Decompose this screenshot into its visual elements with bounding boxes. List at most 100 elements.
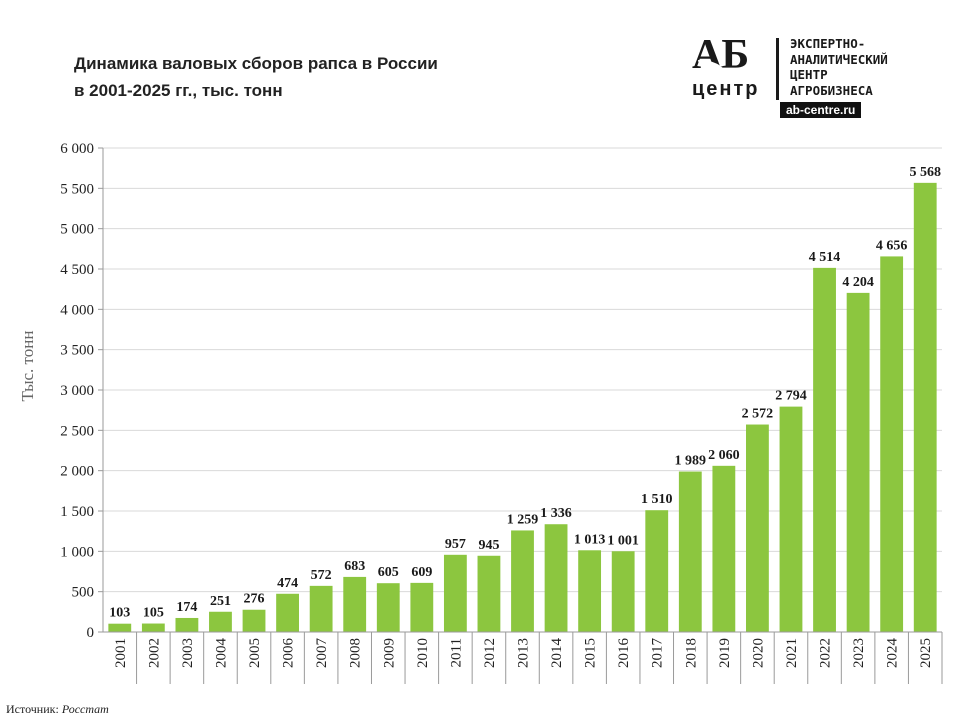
value-label-2009: 605 xyxy=(378,565,399,580)
logo-org-name: ЭКСПЕРТНО- АНАЛИТИЧЕСКИЙ ЦЕНТР АГРОБИЗНЕ… xyxy=(790,36,888,98)
bar-2006 xyxy=(276,593,299,632)
value-label-2020: 2 572 xyxy=(742,407,774,422)
ab-centr-logo: АБ центр ЭКСПЕРТНО- АНАЛИТИЧЕСКИЙ ЦЕНТР … xyxy=(690,34,940,124)
x-tick-label-2019: 2019 xyxy=(717,638,733,668)
bar-2013 xyxy=(511,530,534,632)
source-name: Росстат xyxy=(61,702,109,716)
y-tick-label: 500 xyxy=(72,585,95,601)
value-label-2017: 1 510 xyxy=(641,492,673,507)
bar-2017 xyxy=(645,510,669,632)
y-axis-label: Тыс. тонн xyxy=(18,331,37,402)
chart-title: Динамика валовых сборов рапса в России в… xyxy=(74,50,438,104)
bar-2005 xyxy=(242,609,266,632)
bar-2018 xyxy=(678,471,702,632)
value-label-2008: 683 xyxy=(344,559,365,574)
chart-bars xyxy=(108,182,937,632)
x-axis-ticks: 2001 2002 2003 2004 2005 2006 2007 2008 2009 2010… xyxy=(113,632,943,684)
bar-2024 xyxy=(880,256,904,632)
x-tick-label-2024: 2024 xyxy=(885,638,901,669)
logo-divider xyxy=(776,38,779,100)
value-label-2003: 174 xyxy=(176,600,197,615)
value-label-2014: 1 336 xyxy=(540,506,572,521)
x-tick-label-2022: 2022 xyxy=(818,638,834,668)
bar-2014 xyxy=(544,524,568,632)
x-tick-label-2005: 2005 xyxy=(247,638,263,668)
y-tick-label: 5 000 xyxy=(60,222,94,238)
x-tick-label-2001: 2001 xyxy=(113,638,129,668)
y-axis-ticks: 0 500 1 000 1 500 2 000 2 500 3 000 3 500 4 000 4… xyxy=(60,141,103,641)
y-tick-label: 1 000 xyxy=(60,544,94,560)
value-label-2010: 609 xyxy=(411,565,432,580)
bar-2009 xyxy=(376,583,400,632)
value-label-2006: 474 xyxy=(277,576,298,591)
bar-2008 xyxy=(343,576,367,632)
bar-2019 xyxy=(712,465,736,632)
bar-2011 xyxy=(443,554,467,632)
y-tick-label: 3 000 xyxy=(60,383,94,399)
x-tick-label-2011: 2011 xyxy=(448,638,464,667)
x-tick-label-2010: 2010 xyxy=(415,638,431,668)
value-label-2025: 5 568 xyxy=(909,165,941,180)
x-tick-label-2018: 2018 xyxy=(683,638,699,668)
x-tick-label-2007: 2007 xyxy=(314,638,330,669)
bar-2007 xyxy=(309,585,333,632)
value-label-2013: 1 259 xyxy=(507,512,539,527)
chart-title-line-1: Динамика валовых сборов рапса в России xyxy=(74,54,438,73)
source-label: Источник: xyxy=(6,702,59,716)
y-tick-label: 0 xyxy=(87,625,95,641)
x-tick-label-2016: 2016 xyxy=(616,638,632,669)
value-label-2012: 945 xyxy=(478,538,499,553)
value-label-2018: 1 989 xyxy=(675,454,707,469)
value-label-2002: 105 xyxy=(143,606,164,621)
bar-2023 xyxy=(846,292,870,632)
bar-2020 xyxy=(746,424,769,632)
logo-centr-word: центр xyxy=(692,78,760,100)
x-tick-label-2012: 2012 xyxy=(482,638,498,668)
x-tick-label-2013: 2013 xyxy=(516,638,532,668)
value-label-2004: 251 xyxy=(210,594,231,609)
bar-2016 xyxy=(611,551,635,632)
y-tick-label: 2 500 xyxy=(60,423,94,439)
logo-url: ab-centre.ru xyxy=(780,102,862,118)
bar-2001 xyxy=(108,623,132,632)
x-tick-label-2009: 2009 xyxy=(381,638,397,668)
x-tick-label-2023: 2023 xyxy=(851,638,867,668)
y-tick-label: 3 500 xyxy=(60,343,94,359)
bar-2015 xyxy=(578,550,602,632)
value-label-2023: 4 204 xyxy=(842,275,874,290)
x-tick-label-2008: 2008 xyxy=(348,638,364,668)
y-tick-label: 4 000 xyxy=(60,302,94,318)
value-label-2019: 2 060 xyxy=(708,448,740,463)
value-label-2007: 572 xyxy=(311,568,332,583)
bar-2004 xyxy=(209,611,232,632)
value-label-2021: 2 794 xyxy=(775,389,807,404)
value-label-2015: 1 013 xyxy=(574,532,606,547)
value-label-2011: 957 xyxy=(445,537,466,552)
y-tick-label: 1 500 xyxy=(60,504,94,520)
source-note: Источник: Росстат xyxy=(6,702,109,717)
x-tick-label-2021: 2021 xyxy=(784,638,800,668)
bar-2022 xyxy=(813,267,836,632)
x-tick-label-2025: 2025 xyxy=(918,638,934,668)
bar-2003 xyxy=(175,617,199,632)
x-tick-label-2020: 2020 xyxy=(750,638,766,668)
y-tick-label: 5 500 xyxy=(60,181,94,197)
x-tick-label-2006: 2006 xyxy=(281,638,297,669)
x-tick-label-2017: 2017 xyxy=(650,638,666,669)
bar-value-labels: 103 105 174 251 276 474 572 683 605 609 957 945 1 25… xyxy=(109,165,941,621)
x-tick-label-2004: 2004 xyxy=(213,638,229,669)
value-label-2024: 4 656 xyxy=(876,238,908,253)
bar-2012 xyxy=(477,555,501,632)
value-label-2022: 4 514 xyxy=(809,250,841,265)
x-tick-label-2015: 2015 xyxy=(583,638,599,668)
value-label-2016: 1 001 xyxy=(607,533,639,548)
y-tick-label: 2 000 xyxy=(60,464,94,480)
bar-2021 xyxy=(779,406,803,632)
x-tick-label-2002: 2002 xyxy=(146,638,162,668)
value-label-2001: 103 xyxy=(109,606,130,621)
bar-2002 xyxy=(141,623,165,632)
y-tick-label: 4 500 xyxy=(60,262,94,278)
chart-title-line-2: в 2001-2025 гг., тыс. тонн xyxy=(74,81,283,100)
x-tick-label-2014: 2014 xyxy=(549,638,565,669)
